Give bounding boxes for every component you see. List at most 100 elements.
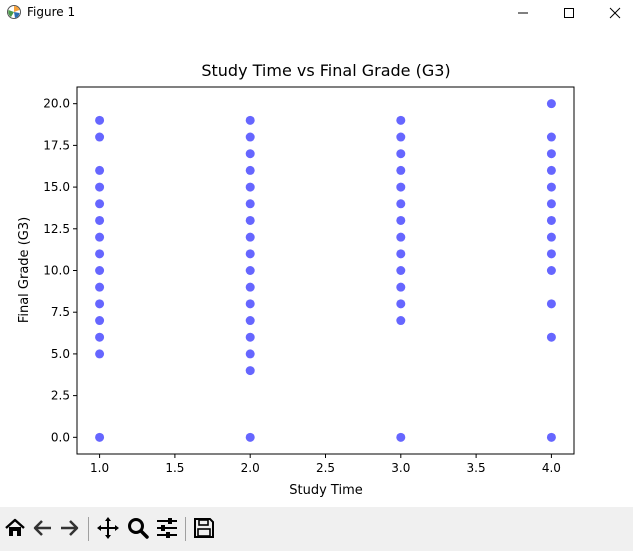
data-point (396, 232, 406, 242)
y-tick-label: 15.0 (43, 180, 70, 194)
data-point (245, 165, 255, 175)
data-point (95, 182, 105, 192)
data-point (245, 132, 255, 142)
data-point (95, 165, 105, 175)
data-point (95, 349, 105, 359)
configure-subplots-button[interactable] (154, 515, 180, 541)
data-point (546, 199, 556, 209)
forward-icon (61, 520, 79, 536)
y-tick-label: 2.5 (51, 389, 70, 403)
data-point (245, 316, 255, 326)
data-point (245, 266, 255, 275)
data-point (396, 282, 406, 292)
data-point (396, 132, 406, 142)
x-tick-label: 2.5 (316, 461, 335, 475)
pan-icon (97, 517, 119, 539)
x-tick-label: 3.5 (467, 461, 486, 475)
y-tick-label: 12.5 (43, 222, 70, 236)
data-point (546, 266, 556, 275)
data-point (546, 332, 556, 342)
close-icon (609, 7, 621, 19)
data-point (396, 182, 406, 192)
toolbar-separator (185, 517, 186, 541)
save-button[interactable] (191, 515, 217, 541)
scatter-chart: Study Time vs Final Grade (G3) 1.0 1.5 2.0… (17, 61, 575, 498)
zoom-button[interactable] (125, 515, 151, 541)
data-point (546, 132, 556, 142)
x-axis-label: Study Time (289, 483, 362, 498)
navigation-toolbar (0, 507, 633, 551)
chart-title: Study Time vs Final Grade (G3) (201, 61, 450, 80)
matplotlib-logo-icon (7, 5, 21, 19)
zoom-icon (128, 518, 149, 539)
y-tick-label: 0.0 (51, 430, 70, 444)
maximize-icon (564, 8, 574, 18)
data-point (245, 349, 255, 359)
data-point (245, 249, 255, 259)
data-point (95, 332, 105, 342)
data-point (95, 199, 105, 209)
data-point (245, 432, 255, 442)
data-point (245, 282, 255, 292)
data-point (245, 366, 255, 376)
x-tick-label: 2.0 (241, 461, 260, 475)
title-bar: Figure 1 (0, 0, 633, 26)
data-point (546, 99, 556, 109)
plot-area (76, 86, 575, 455)
data-point (396, 266, 406, 275)
toolbar-separator (88, 517, 89, 541)
data-point (245, 182, 255, 192)
x-tick-label: 4.0 (542, 461, 561, 475)
data-point (546, 215, 556, 225)
data-point (95, 232, 105, 242)
data-point (245, 199, 255, 209)
back-button[interactable] (30, 515, 56, 541)
data-point (95, 132, 105, 142)
data-point (245, 215, 255, 225)
window-title: Figure 1 (27, 5, 76, 19)
data-point (396, 199, 406, 209)
data-point (245, 232, 255, 242)
figure-canvas: Study Time vs Final Grade (G3) 1.0 1.5 2.0… (0, 26, 633, 507)
data-point (396, 316, 406, 326)
pan-button[interactable] (95, 515, 121, 541)
close-button[interactable] (592, 0, 633, 26)
y-axis-label: Final Grade (G3) (17, 217, 32, 323)
data-point (245, 332, 255, 342)
data-point (245, 299, 255, 309)
data-point (245, 115, 255, 125)
x-tick-label: 1.5 (165, 461, 184, 475)
data-point (396, 215, 406, 225)
data-point (546, 232, 556, 242)
y-tick-label: 10.0 (43, 264, 70, 278)
y-tick-label: 17.5 (43, 138, 70, 152)
data-point (95, 249, 105, 259)
data-point (546, 165, 556, 175)
y-tick-label: 20.0 (43, 97, 70, 111)
data-point (546, 149, 556, 159)
data-point (95, 215, 105, 225)
data-point (546, 249, 556, 259)
data-point (396, 432, 406, 442)
save-icon (194, 518, 214, 538)
y-tick-label: 7.5 (51, 305, 70, 319)
data-point (396, 149, 406, 159)
data-point (396, 299, 406, 309)
data-point (95, 266, 105, 275)
minimize-icon (518, 12, 528, 14)
configure-subplots-icon (157, 518, 177, 538)
data-point (245, 149, 255, 159)
data-point (546, 182, 556, 192)
data-point (95, 282, 105, 292)
data-point (546, 432, 556, 442)
forward-button[interactable] (56, 515, 82, 541)
data-point (396, 165, 406, 175)
x-tick-label: 3.0 (391, 461, 410, 475)
y-tick-label: 5.0 (51, 347, 70, 361)
minimize-button[interactable] (500, 0, 546, 26)
home-icon (5, 518, 25, 536)
home-button[interactable] (2, 515, 28, 541)
data-point (546, 299, 556, 309)
back-icon (33, 520, 51, 536)
maximize-button[interactable] (546, 0, 592, 26)
